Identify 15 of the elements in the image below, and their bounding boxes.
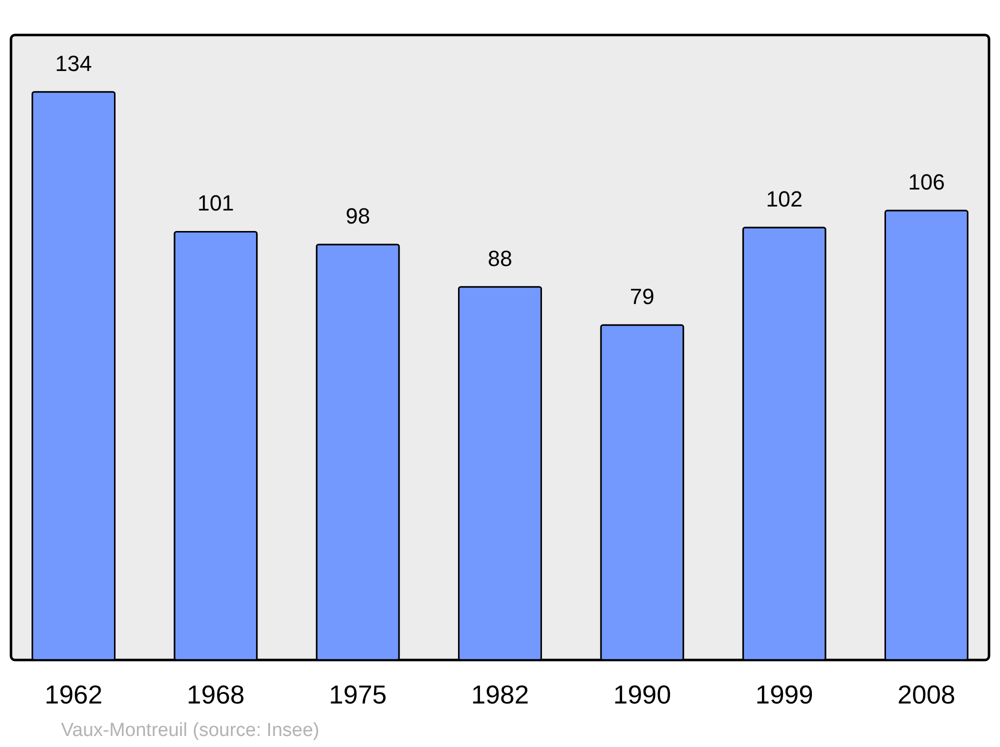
x-tick-label: 1968 [186,680,245,710]
data-label: 106 [908,170,945,195]
x-tick-label: 2008 [898,680,956,710]
x-tick-label: 1982 [471,680,529,710]
x-tick-label: 1990 [613,680,672,710]
data-label: 88 [488,246,512,271]
x-tick-label: 1975 [328,680,387,710]
x-tick-label: 1962 [44,680,102,710]
text: Vaux-Montreuil (source: Insee) [61,720,320,741]
data-label: 102 [766,186,803,212]
data-label: 98 [346,203,370,228]
data-label: 79 [630,284,654,310]
data-label: 101 [197,190,234,216]
data-label: 134 [55,50,92,76]
x-tick-label: 1999 [755,680,814,710]
